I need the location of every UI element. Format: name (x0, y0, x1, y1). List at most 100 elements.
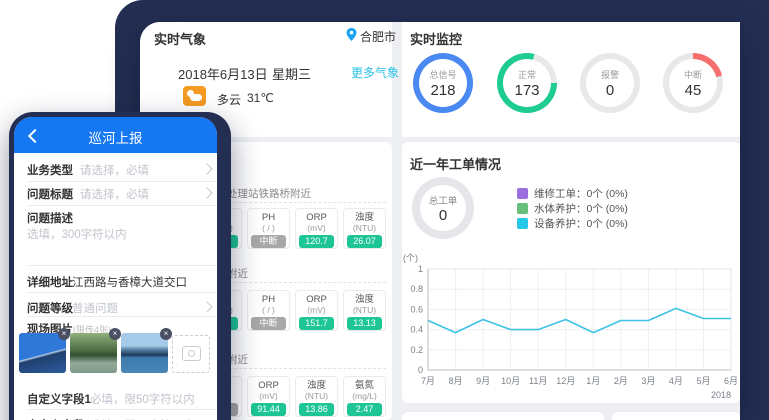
add-photo-button[interactable] (172, 335, 210, 373)
svg-text:8月: 8月 (449, 376, 463, 386)
svg-text:0.2: 0.2 (410, 345, 423, 355)
textarea-placeholder[interactable]: 选填，300字符以内 (27, 229, 127, 241)
svg-text:1: 1 (418, 264, 423, 274)
weather-condition: 多云 (217, 93, 242, 107)
divider (180, 368, 386, 369)
field-placeholder[interactable]: 必填，限50字符以内 (90, 394, 195, 406)
site-photo[interactable] (70, 333, 117, 373)
sensor-card: 浊度 (NTU) 26.07 (343, 208, 386, 249)
chevron-right-icon[interactable] (201, 301, 213, 313)
gauge-alarm: 报警 0 (580, 53, 640, 113)
sensor-card: ORP (mV) 120.7 (295, 208, 338, 249)
sensor-card: PH ( / ) 中断 (247, 208, 290, 249)
workorders-donut: 总工单 0 (412, 177, 474, 239)
gauge-total-signal: 总信号 218 (413, 53, 473, 113)
divider (27, 181, 217, 182)
sensor-value-badge: 中断 (251, 317, 286, 330)
svg-text:2月: 2月 (614, 376, 628, 386)
remove-photo-icon[interactable] (58, 328, 70, 340)
divider (27, 409, 217, 410)
sensor-card: 氨氮 (mg/L) 2.47 (343, 376, 386, 417)
svg-text:10月: 10月 (501, 376, 520, 386)
site-photo[interactable] (19, 333, 66, 373)
gauge-label: 报警 (600, 69, 619, 80)
monitor-title: 实时监控 (410, 32, 463, 47)
field-label: 问题等级 (27, 303, 73, 315)
divider (27, 265, 217, 266)
donut-value: 0 (438, 206, 448, 224)
gauge-label: 正常 (517, 69, 536, 80)
gauge-label: 总信号 (429, 69, 457, 80)
svg-text:0.8: 0.8 (410, 284, 423, 294)
legend-swatch (517, 187, 528, 199)
legend-water: 水体养护： 0个 (0%) (517, 202, 628, 215)
divider (27, 292, 217, 293)
location-pin-icon (346, 28, 357, 41)
site-photo[interactable] (121, 333, 168, 373)
camera-icon (182, 346, 201, 361)
weather-date: 2018年6月13日 (178, 67, 268, 82)
weather-title: 实时气象 (154, 32, 207, 47)
legend-device: 设备养护： 0个 (0%) (517, 217, 628, 230)
field-label: 问题描述 (27, 213, 73, 225)
sensor-value-badge: 中断 (251, 235, 286, 248)
bottom-card-left (402, 412, 604, 420)
donut-label: 总工单 (428, 195, 458, 207)
station-title: 附近 (227, 354, 248, 366)
phone-page-title: 巡河上报 (88, 131, 143, 146)
station-title: 附近 (227, 268, 248, 280)
sensor-value-badge: 26.07 (347, 235, 382, 248)
sensor-card: 浊度 (NTU) 13.86 (295, 376, 338, 417)
divider (180, 202, 386, 203)
chevron-right-icon[interactable] (201, 163, 213, 175)
phone-header: 巡河上报 (14, 117, 217, 153)
svg-text:(个): (个) (403, 253, 418, 263)
svg-text:0.6: 0.6 (410, 304, 423, 314)
field-label: 问题标题 (27, 189, 73, 201)
svg-text:11月: 11月 (529, 376, 547, 386)
sensor-card: 浊度 (NTU) 13.13 (343, 290, 386, 331)
remove-photo-icon[interactable] (109, 328, 121, 340)
field-label: 自定义字段1 (27, 394, 91, 406)
sensor-card: ORP (mV) 151.7 (295, 290, 338, 331)
divider (27, 316, 217, 317)
sensor-value-badge: 2.47 (347, 403, 382, 416)
sensor-card: PH ( / ) 中断 (247, 290, 290, 331)
field-label: 详细地址 (27, 277, 73, 289)
city-selector[interactable]: 合肥市 (360, 30, 397, 44)
svg-text:5月: 5月 (696, 376, 710, 386)
field-placeholder: 请选择，必填 (80, 189, 149, 201)
phone-screen: 巡河上报 业务类型 请选择，必填 问题标题 请选择，必填 问题描述 选填，300… (14, 117, 217, 420)
field-label: 业务类型 (27, 165, 73, 177)
gauge-value: 45 (684, 81, 702, 99)
field-placeholder: 请选择，必填 (80, 165, 149, 177)
weather-temperature: 31℃ (247, 91, 274, 105)
gauge-value: 218 (430, 81, 456, 99)
workorders-title: 近一年工单情况 (410, 157, 502, 172)
sensor-value-badge: 91.44 (251, 403, 286, 416)
weather-weekday: 星期三 (272, 67, 312, 82)
legend-swatch (517, 202, 528, 214)
svg-text:9月: 9月 (476, 376, 490, 386)
remove-photo-icon[interactable] (160, 328, 172, 340)
station-title: 处理站铁路桥附近 (227, 188, 311, 200)
svg-text:3月: 3月 (641, 376, 655, 386)
gauge-value: 0 (605, 81, 615, 99)
sensor-value-badge: 13.13 (347, 317, 382, 330)
svg-text:0: 0 (418, 365, 423, 375)
sensor-value-badge: 151.7 (299, 317, 334, 330)
divider (27, 205, 217, 206)
more-weather-link[interactable]: 更多气象 (351, 66, 400, 80)
sensor-value-badge: 120.7 (299, 235, 334, 248)
chevron-right-icon[interactable] (201, 187, 213, 199)
bottom-card-right (612, 412, 740, 420)
svg-text:4月: 4月 (669, 376, 683, 386)
svg-text:7月: 7月 (421, 376, 435, 386)
svg-text:6月: 6月 (724, 376, 738, 386)
gauge-interrupt: 中断 45 (663, 53, 723, 113)
legend-swatch (517, 217, 528, 229)
address-value[interactable]: 江西路与香樟大道交口 (72, 277, 187, 289)
gauge-label: 中断 (683, 69, 702, 80)
field-placeholder: 普通问题 (72, 303, 118, 315)
